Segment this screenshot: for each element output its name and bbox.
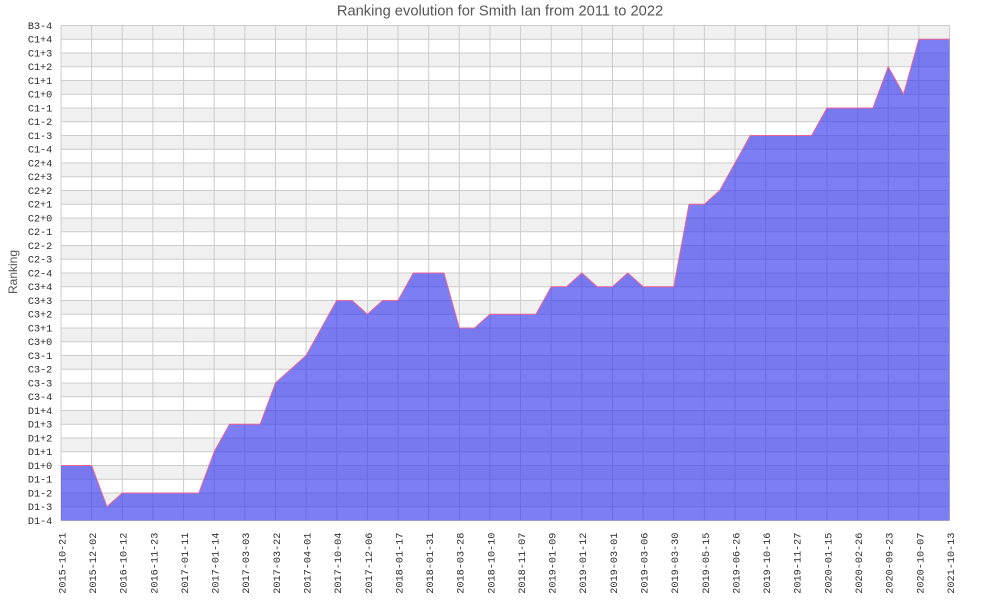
svg-text:2016-10-12: 2016-10-12 [120, 533, 131, 594]
svg-text:D1+4: D1+4 [28, 407, 52, 418]
svg-text:C3-1: C3-1 [28, 352, 52, 363]
svg-text:C2-4: C2-4 [28, 269, 52, 280]
svg-text:2017-01-11: 2017-01-11 [181, 533, 192, 594]
svg-text:C1-4: C1-4 [28, 146, 52, 157]
svg-text:C1+1: C1+1 [28, 77, 52, 88]
svg-text:C1+4: C1+4 [28, 36, 52, 47]
svg-text:2019-11-27: 2019-11-27 [794, 533, 805, 594]
svg-text:C3+3: C3+3 [28, 297, 52, 308]
svg-text:2020-01-15: 2020-01-15 [824, 533, 835, 594]
svg-text:B3-4: B3-4 [28, 22, 52, 33]
svg-text:2017-04-01: 2017-04-01 [304, 533, 315, 594]
svg-text:2019-01-12: 2019-01-12 [579, 533, 590, 594]
svg-text:C2+3: C2+3 [28, 173, 52, 184]
svg-text:2019-10-16: 2019-10-16 [763, 533, 774, 594]
svg-text:2016-11-23: 2016-11-23 [150, 533, 161, 594]
svg-text:C3-3: C3-3 [28, 379, 52, 390]
svg-text:2015-12-02: 2015-12-02 [89, 533, 100, 594]
svg-text:2019-06-26: 2019-06-26 [732, 533, 743, 594]
svg-text:D1-2: D1-2 [28, 489, 52, 500]
svg-text:C2+0: C2+0 [28, 214, 52, 225]
svg-text:2018-03-28: 2018-03-28 [457, 533, 468, 594]
svg-text:C2+4: C2+4 [28, 159, 52, 170]
svg-text:C1+0: C1+0 [28, 91, 52, 102]
svg-text:2019-05-15: 2019-05-15 [702, 533, 713, 594]
svg-text:C2-3: C2-3 [28, 256, 52, 267]
svg-text:2018-01-31: 2018-01-31 [426, 533, 437, 594]
svg-text:C1-2: C1-2 [28, 118, 52, 129]
svg-text:D1+0: D1+0 [28, 462, 52, 473]
svg-text:2017-03-22: 2017-03-22 [273, 533, 284, 594]
svg-text:C1+3: C1+3 [28, 49, 52, 60]
svg-text:Ranking: Ranking [6, 250, 20, 294]
svg-text:C2+2: C2+2 [28, 187, 52, 198]
svg-text:C3+1: C3+1 [28, 324, 52, 335]
svg-text:Ranking evolution for Smith Ia: Ranking evolution for Smith Ian from 201… [337, 4, 663, 20]
svg-text:2019-01-09: 2019-01-09 [549, 533, 560, 594]
svg-text:2017-01-14: 2017-01-14 [212, 533, 223, 594]
svg-text:C3-4: C3-4 [28, 393, 52, 404]
svg-text:D1+2: D1+2 [28, 434, 52, 445]
svg-text:2018-10-10: 2018-10-10 [487, 533, 498, 594]
svg-text:D1-4: D1-4 [28, 517, 52, 528]
svg-text:C3+2: C3+2 [28, 311, 52, 322]
svg-text:C1+2: C1+2 [28, 63, 52, 74]
svg-text:D1-3: D1-3 [28, 503, 52, 514]
svg-text:2019-03-30: 2019-03-30 [671, 533, 682, 594]
svg-text:2015-10-21: 2015-10-21 [58, 533, 69, 594]
svg-text:2019-03-06: 2019-03-06 [641, 533, 652, 594]
svg-text:2020-10-07: 2020-10-07 [916, 533, 927, 594]
svg-text:D1-1: D1-1 [28, 476, 52, 487]
svg-text:C3-2: C3-2 [28, 366, 52, 377]
svg-text:2021-10-13: 2021-10-13 [947, 533, 958, 594]
svg-text:D1+3: D1+3 [28, 421, 52, 432]
svg-text:2019-03-01: 2019-03-01 [610, 533, 621, 594]
svg-text:2017-12-06: 2017-12-06 [365, 533, 376, 594]
svg-text:2018-11-07: 2018-11-07 [518, 533, 529, 594]
svg-text:2018-01-17: 2018-01-17 [395, 533, 406, 594]
svg-text:C3+4: C3+4 [28, 283, 52, 294]
svg-text:2017-10-04: 2017-10-04 [334, 533, 345, 594]
svg-text:2020-02-26: 2020-02-26 [855, 533, 866, 594]
svg-text:2020-09-23: 2020-09-23 [886, 533, 897, 594]
svg-text:C1-1: C1-1 [28, 104, 52, 115]
svg-text:2017-03-03: 2017-03-03 [242, 533, 253, 594]
svg-text:C2-1: C2-1 [28, 228, 52, 239]
svg-text:C1-3: C1-3 [28, 132, 52, 143]
svg-text:C2-2: C2-2 [28, 242, 52, 253]
svg-text:D1+1: D1+1 [28, 448, 52, 459]
svg-text:C2+1: C2+1 [28, 201, 52, 212]
svg-text:C3+0: C3+0 [28, 338, 52, 349]
